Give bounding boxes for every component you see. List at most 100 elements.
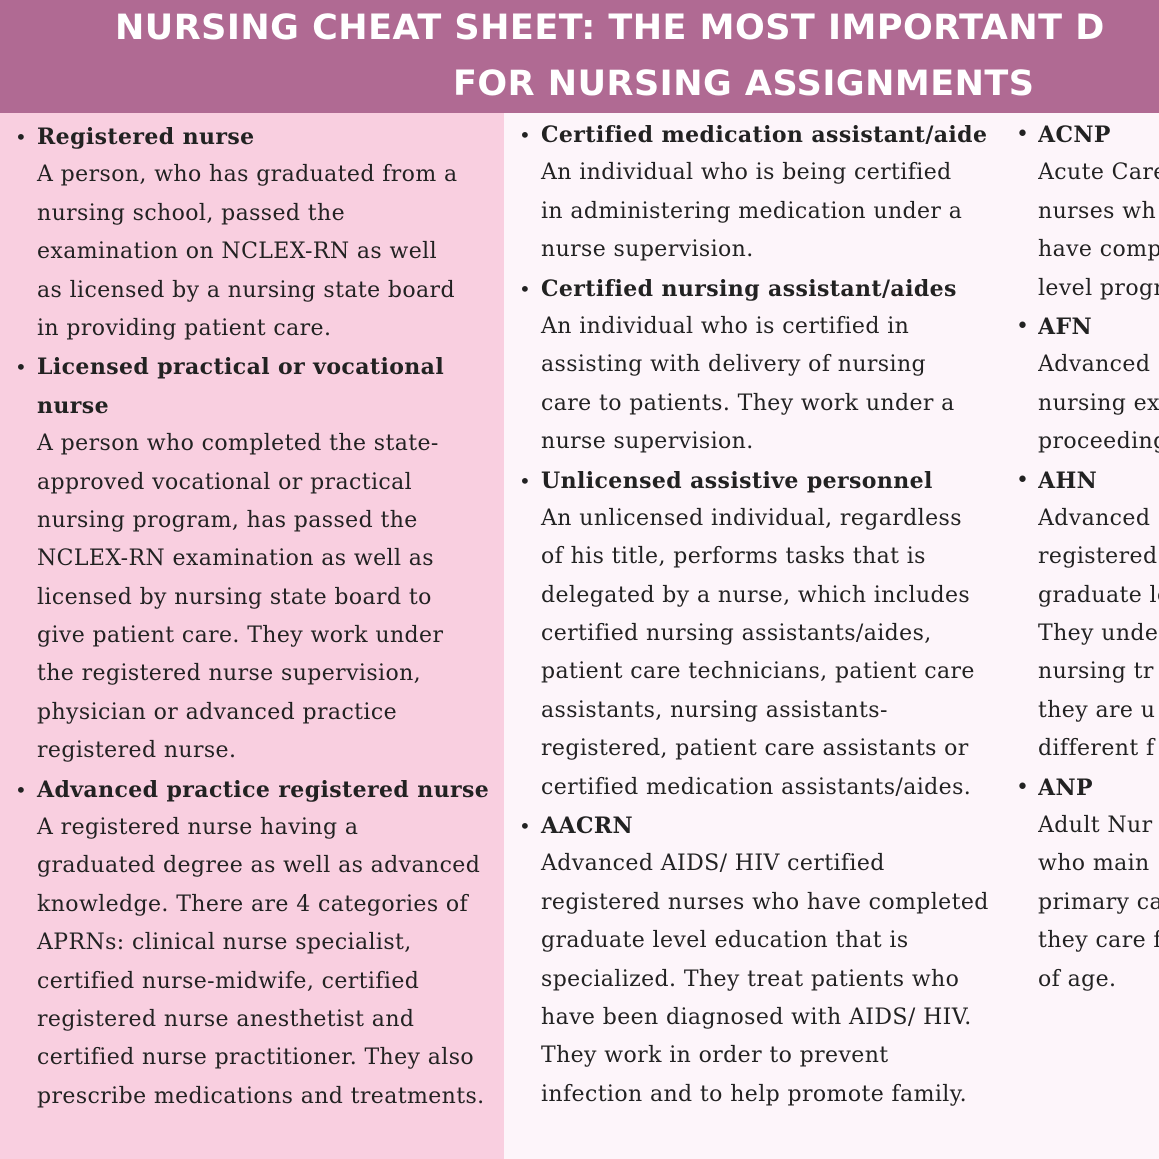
term-description: NCLEX-RN examination as well as [37, 546, 435, 572]
term-description: They work in order to prevent [541, 1043, 889, 1069]
term-description: certified nurse-midwife, certified [37, 968, 420, 994]
term-title: nurse [37, 392, 109, 419]
term-description: An individual who is certified in [541, 313, 910, 339]
list-item: • Certified nursing assistant/aides An ind… [519, 270, 1011, 462]
bullet-icon: • [15, 355, 27, 380]
term-description: An unlicensed individual, regardless [541, 505, 962, 531]
term-description: of his title, performs tasks that is [541, 544, 926, 570]
term-description: graduate le [1038, 582, 1159, 608]
term-description: who main [1038, 851, 1150, 877]
term-title: AFN [1038, 313, 1092, 340]
bullet-icon: • [519, 276, 531, 301]
term-description: nursing program, has passed the [37, 507, 418, 533]
left-column-background [0, 113, 504, 1159]
column-1: • Registered nurse A person, who has gradu… [15, 118, 504, 1116]
term-description: APRNs: clinical nurse specialist, [37, 930, 412, 956]
column-3-bullets: • • • • [1016, 116, 1036, 1116]
bullet-icon: • [1016, 314, 1030, 339]
term-description: A person, who has graduated from a [37, 162, 458, 188]
bullet-icon: • [519, 814, 531, 839]
column-3: ACNP Acute Care nurses wh have comp level pr… [1038, 116, 1159, 999]
term-description: different f [1038, 736, 1155, 762]
term-description: nurse supervision. [541, 237, 754, 263]
term-description: physician or advanced practice [37, 699, 397, 725]
list-item: ANP Adult Nur who main primary ca they care … [1038, 769, 1159, 999]
term-description: infection and to help promote family. [541, 1081, 968, 1107]
bullet-icon: • [15, 125, 27, 149]
term-description: assistants, nursing assistants- [541, 697, 888, 723]
list-item: ACNP Acute Care nurses wh have comp level pr… [1038, 116, 1159, 308]
term-description: have been diagnosed with AIDS/ HIV. [541, 1004, 972, 1030]
term-description: level progr [1038, 275, 1159, 301]
term-description: registered nurses who have completed [541, 889, 989, 915]
term-description: give patient care. They work under [37, 623, 444, 649]
list-item: • Licensed practical or vocational nurse A … [15, 348, 504, 770]
term-title: AHN [1038, 467, 1098, 494]
term-description: nursing ex [1038, 390, 1159, 416]
list-item: AHN Advanced registered graduate le They und… [1038, 462, 1159, 769]
bullet-icon: • [519, 123, 531, 147]
term-description: nursing school, passed the [37, 200, 346, 226]
term-description: A registered nurse having a [37, 815, 359, 841]
bullet-icon: • [519, 468, 531, 493]
bullet-icon: • [15, 777, 27, 802]
bullet-icon: • [1016, 467, 1030, 493]
term-description: specialized. They treat patients who [541, 966, 960, 992]
term-description: as licensed by a nursing state board [37, 277, 455, 303]
term-title: Registered nurse [37, 124, 255, 150]
term-description: approved vocational or practical [37, 469, 413, 495]
term-description: They unde [1038, 621, 1159, 647]
term-description: have comp [1038, 237, 1159, 263]
term-title: Licensed practical or vocational [37, 354, 445, 381]
term-title: AACRN [541, 813, 634, 840]
term-description: of age. [1038, 966, 1117, 992]
term-title: Certified nursing assistant/aides [541, 275, 957, 302]
term-description: registered nurse anesthetist and [37, 1006, 415, 1032]
term-description: Advanced [1038, 505, 1151, 531]
term-description: Adult Nur [1038, 813, 1153, 839]
bullet-icon: • [1016, 122, 1030, 147]
term-description: nursing tr [1038, 659, 1154, 685]
term-description: the registered nurse supervision, [37, 661, 422, 687]
term-description: certified nursing assistants/aides, [541, 621, 932, 647]
term-description: primary ca [1038, 889, 1159, 915]
term-description: licensed by nursing state board to [37, 584, 432, 610]
term-description: graduated degree as well as advanced [37, 853, 481, 879]
term-description: they are u [1038, 697, 1156, 723]
column-2: • Certified medication assistant/aide An i… [519, 116, 1011, 1114]
term-description: A person who completed the state- [37, 431, 439, 457]
header-banner: NURSING CHEAT SHEET: THE MOST IMPORTANT … [0, 0, 1159, 113]
term-description: An individual who is being certified [541, 160, 952, 186]
term-description: registered nurse. [37, 738, 237, 764]
term-description: registered [1038, 544, 1158, 570]
term-title: Certified medication assistant/aide [541, 122, 988, 148]
term-description: delegated by a nurse, which includes [541, 582, 971, 608]
term-description: examination on NCLEX-RN as well [37, 239, 438, 265]
term-description: knowledge. There are 4 categories of [37, 891, 469, 917]
term-title: ANP [1038, 774, 1093, 801]
list-item: • Registered nurse A person, who has gradu… [15, 118, 504, 348]
term-title: ACNP [1038, 122, 1111, 148]
term-description: certified nurse practitioner. They also [37, 1045, 475, 1071]
term-description: Advanced [1038, 352, 1151, 378]
term-description: care to patients. They work under a [541, 390, 955, 416]
term-description: assisting with delivery of nursing [541, 352, 926, 378]
bullet-icon: • [1016, 774, 1030, 800]
term-description: nurses wh [1038, 198, 1157, 224]
term-description: Advanced AIDS/ HIV certified [541, 851, 885, 877]
term-description: Acute Care [1038, 160, 1159, 186]
term-description: prescribe medications and treatments. [37, 1083, 485, 1109]
term-description: proceeding [1038, 429, 1159, 455]
term-description: nurse supervision. [541, 429, 754, 455]
term-description: registered, patient care assistants or [541, 736, 969, 762]
term-title: Advanced practice registered nurse [37, 776, 490, 803]
list-item: • Certified medication assistant/aide An i… [519, 116, 1011, 270]
list-item: • AACRN Advanced AIDS/ HIV certified regist… [519, 807, 1011, 1114]
term-description: they care f [1038, 928, 1159, 954]
term-description: patient care technicians, patient care [541, 659, 975, 685]
page-title-line-1: NURSING CHEAT SHEET: THE MOST IMPORTANT … [115, 8, 1105, 48]
term-description: graduate level education that is [541, 928, 909, 954]
term-description: in administering medication under a [541, 198, 963, 224]
list-item: AFN Advanced nursing ex proceeding [1038, 308, 1159, 462]
term-description: in providing patient care. [37, 315, 332, 341]
